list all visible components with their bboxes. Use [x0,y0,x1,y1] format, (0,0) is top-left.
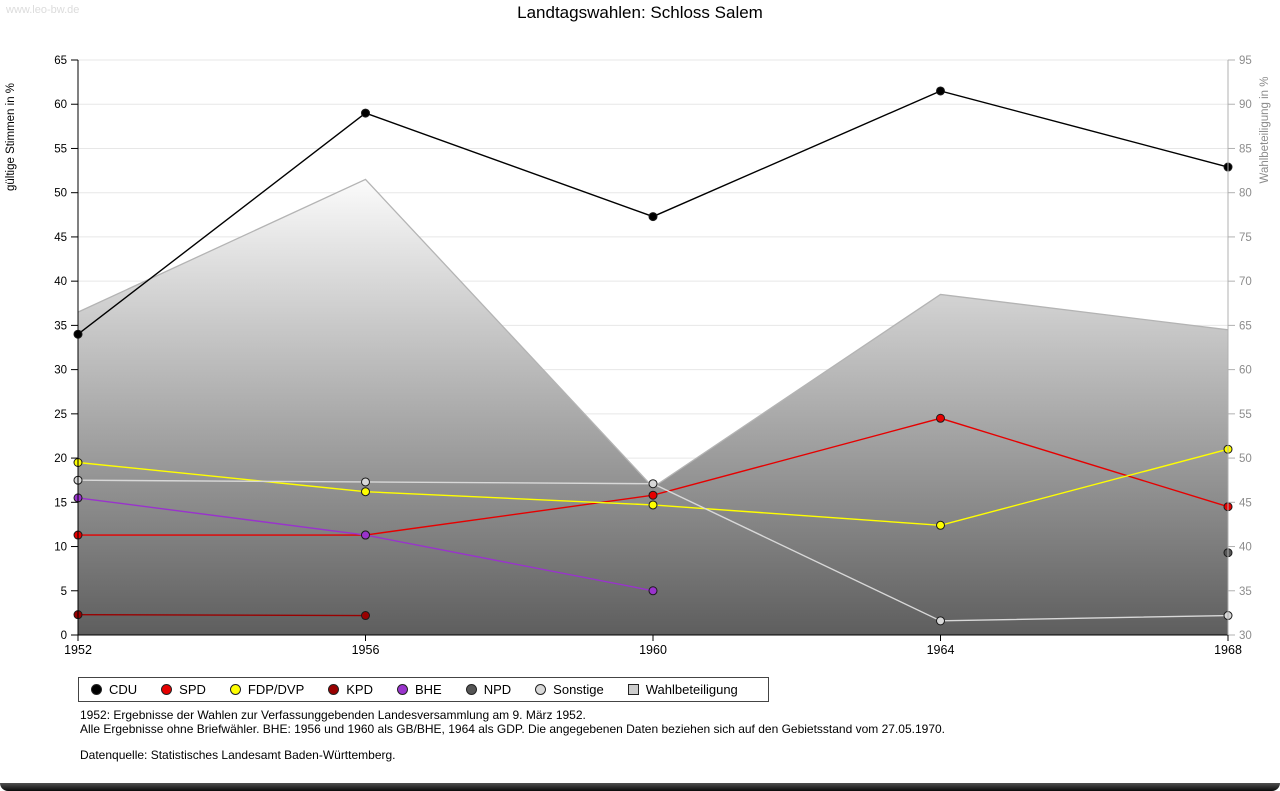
svg-text:1964: 1964 [927,643,955,657]
wahlbeteiligung-area [78,179,1228,635]
series-marker-Sonstige [648,479,658,489]
svg-text:35: 35 [1239,586,1252,598]
svg-text:10: 10 [54,542,67,554]
series-marker-CDU [936,86,945,96]
legend-item-spd: SPD [161,682,206,697]
series-marker-SPD [936,413,945,423]
svg-text:90: 90 [1239,99,1252,111]
svg-text:65: 65 [1239,320,1252,332]
svg-text:75: 75 [1239,232,1252,244]
legend-marker-circle [396,684,408,695]
svg-text:95: 95 [1239,55,1252,67]
svg-text:65: 65 [54,55,67,67]
svg-text:55: 55 [54,143,67,155]
legend-item-cdu: CDU [91,682,137,697]
svg-text:35: 35 [54,320,67,332]
legend-item-fdp-dvp: FDP/DVP [229,682,305,697]
legend-label: CDU [109,682,138,697]
svg-text:45: 45 [54,232,67,244]
legend-label: KPD [346,682,373,697]
legend-label: Wahlbeteiligung [645,682,738,697]
legend-label: Sonstige [553,682,604,697]
svg-text:70: 70 [1239,276,1252,288]
legend-marker-circle [91,684,102,695]
svg-text:40: 40 [54,276,67,288]
series-marker-KPD [361,611,370,621]
footnote-source: Datenquelle: Statistisches Landesamt Bad… [80,748,396,762]
legend-label: FDP/DVP [247,682,305,697]
left-axis-title: gültige Stimmen in % [5,83,17,191]
series-marker-BHE [648,586,658,596]
svg-text:60: 60 [1239,365,1252,377]
svg-text:80: 80 [1239,188,1252,200]
chart-title: Landtagswahlen: Schloss Salem [517,3,763,22]
legend-marker-square [627,684,639,695]
series-marker-Sonstige [936,616,945,626]
svg-text:30: 30 [54,365,67,377]
footnote-line-1: 1952: Ergebnisse der Wahlen zur Verfassu… [80,708,586,722]
svg-text:60: 60 [54,99,67,111]
legend-label: NPD [483,682,512,697]
legend-marker-circle [229,684,241,695]
svg-text:40: 40 [1239,542,1252,554]
series-marker-FDP/DVP [936,520,945,530]
legend-marker-circle [328,684,340,695]
chart-legend: CDU SPD FDP/DVP KPD BHE NPD Sonstige Wahlbeteil… [78,677,769,702]
svg-text:55: 55 [1239,409,1252,421]
svg-text:1952: 1952 [64,643,92,657]
svg-text:15: 15 [54,497,67,509]
legend-marker-circle [161,684,173,695]
site-watermark: www.leo-bw.de [6,4,80,16]
svg-text:20: 20 [54,453,67,465]
svg-text:25: 25 [54,409,67,421]
svg-text:50: 50 [1239,453,1252,465]
bottom-bar [0,783,1280,791]
legend-item-bhe: BHE [396,682,442,697]
series-line-KPD [77,613,366,617]
election-results-chart: 0 5 10 15 20 25 30 35 40 45 50 55 60 65 30 35 40 45 50 55 60… [5,55,1271,657]
legend-item-kpd: KPD [328,682,373,697]
footnote-line-2: Alle Ergebnisse ohne Briefwähler. BHE: 1… [80,721,946,736]
series-marker-Sonstige [361,477,370,487]
legend-item-npd: NPD [465,682,512,697]
series-marker-BHE [361,530,370,540]
footnotes: 1952: Ergebnisse der Wahlen zur Verfassu… [80,708,946,763]
legend-marker-circle [535,684,547,695]
series-marker-CDU [361,108,370,118]
series-marker-CDU [648,212,658,222]
svg-text:1960: 1960 [639,643,667,657]
svg-text:0: 0 [61,630,67,642]
svg-text:50: 50 [54,188,67,200]
legend-label: SPD [179,682,206,697]
legend-marker-circle [465,684,477,695]
svg-text:1956: 1956 [352,643,380,657]
svg-text:30: 30 [1239,630,1252,642]
series-marker-SPD [648,490,658,500]
svg-text:1968: 1968 [1214,643,1242,657]
svg-text:45: 45 [1239,497,1252,509]
legend-item-wahlbeteiligung: Wahlbeteiligung [627,682,738,697]
series-marker-FDP/DVP [361,487,370,497]
svg-text:5: 5 [61,586,67,598]
legend-item-sonstige: Sonstige [535,682,604,697]
legend-label: BHE [414,682,442,697]
series-marker-FDP/DVP [648,500,658,510]
svg-text:85: 85 [1239,143,1252,155]
right-axis-title: Wahlbeteiligung in % [1259,77,1271,184]
